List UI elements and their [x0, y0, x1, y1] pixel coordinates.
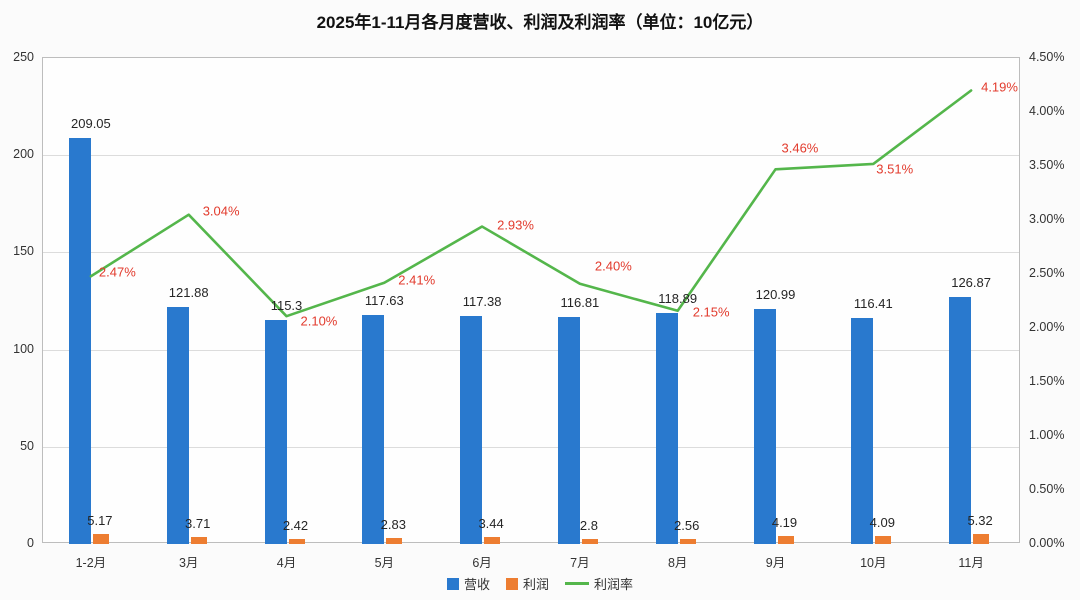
x-axis-label: 6月: [472, 556, 492, 570]
profit-bar: [288, 539, 305, 544]
left-axis-tick-label: 100: [13, 341, 34, 356]
right-axis-tick-label: 3.50%: [1029, 158, 1065, 172]
chart-title: 2025年1-11月各月度营收、利润及利润率（单位：10亿元）: [316, 13, 764, 32]
left-axis-tick-label: 150: [13, 244, 34, 259]
gridline: [43, 252, 1019, 254]
profit-bar: [581, 538, 598, 544]
profit-bar: [679, 539, 696, 544]
profit-bar: [973, 533, 990, 544]
right-axis-tick-label: 4.00%: [1029, 104, 1065, 118]
profit-bar: [484, 537, 501, 544]
revenue-bar: [753, 308, 776, 544]
x-axis-label: 9月: [765, 556, 786, 570]
revenue-bar: [557, 316, 580, 544]
x-axis-label: 1-2月: [75, 556, 107, 570]
right-axis-tick-label: 1.50%: [1029, 374, 1065, 388]
legend-item-profit: 利润: [505, 574, 549, 593]
revenue-bar: [264, 319, 287, 544]
gridline: [43, 349, 1019, 351]
legend-swatch-profit-rate: [565, 582, 589, 585]
revenue-bar: [166, 307, 189, 544]
legend-swatch-profit: [505, 577, 518, 590]
legend-item-profit-rate: 利润率: [565, 574, 633, 593]
x-axis-label: 7月: [570, 556, 590, 570]
left-axis-tick-label: 50: [20, 438, 34, 453]
legend-label-profit: 利润: [522, 577, 549, 592]
plot-area: [42, 57, 1020, 544]
revenue-bar: [460, 315, 483, 544]
legend-item-revenue: 营收: [446, 574, 490, 593]
x-axis-label: 11月: [958, 556, 984, 570]
legend-swatch-revenue: [446, 577, 459, 590]
x-axis-label: 8月: [667, 556, 688, 570]
right-axis-tick-label: 1.00%: [1029, 428, 1065, 442]
revenue-bar: [851, 317, 874, 544]
legend-label-revenue: 营收: [463, 577, 490, 592]
right-axis-tick-label: 4.50%: [1029, 50, 1065, 64]
x-axis-label: 3月: [178, 556, 199, 570]
profit-bar: [777, 535, 794, 544]
right-axis-tick-label: 2.50%: [1029, 266, 1065, 280]
profit-bar: [386, 538, 403, 544]
legend: 营收 利润 利润率: [0, 574, 1080, 593]
gridline: [43, 155, 1019, 157]
right-axis-tick-label: 3.00%: [1029, 212, 1065, 226]
left-axis-tick-label: 200: [13, 147, 34, 162]
right-axis-tick-label: 0.50%: [1029, 482, 1065, 496]
left-axis-tick-label: 250: [13, 50, 34, 64]
profit-bar: [875, 536, 892, 544]
right-axis-tick-label: 2.00%: [1029, 320, 1065, 334]
revenue-bar: [362, 315, 385, 544]
revenue-bar: [949, 297, 972, 544]
x-axis-label: 4月: [276, 556, 297, 570]
revenue-bar: [655, 312, 678, 544]
revenue-bar: [68, 137, 91, 544]
left-axis-tick-label: 0: [27, 536, 34, 550]
right-axis-tick-label: 0.00%: [1029, 536, 1065, 550]
x-axis-label: 10月: [860, 556, 887, 570]
profit-bar: [190, 536, 207, 544]
profit-bar: [92, 533, 109, 544]
gridline: [43, 446, 1019, 448]
x-axis-label: 5月: [374, 556, 395, 570]
legend-label-profit-rate: 利润率: [594, 577, 634, 592]
